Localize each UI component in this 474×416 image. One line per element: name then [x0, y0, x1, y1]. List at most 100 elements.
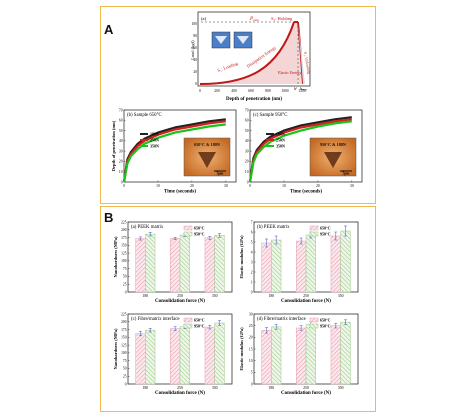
- s2-label: S₂: Holding: [271, 16, 293, 21]
- bar-ytick-label: 75: [123, 359, 127, 363]
- bar-0-180: [261, 330, 272, 385]
- load-xtick-label: 200: [214, 89, 220, 93]
- bar-0-350: [330, 325, 341, 385]
- s3-label: S₃: Unloading: [303, 51, 312, 74]
- bar-ytick-label: 7: [251, 220, 253, 224]
- creep-xtick-label: 10: [282, 184, 286, 188]
- creep-xlabel: Time (seconds): [164, 190, 196, 195]
- creep-ytick-label: 20: [119, 160, 123, 164]
- bar-category-label: 350: [338, 386, 344, 390]
- load-ytick-label: 0: [195, 82, 197, 86]
- bar-1-250: [305, 324, 316, 385]
- load-xtick-label: 1200: [298, 89, 305, 93]
- bar-0-180: [135, 333, 146, 385]
- bar-chart-interface-modulus: (d) Fibre/matrix interface 0 5 10 15 20 25 30 El…: [239, 312, 359, 396]
- bar-0-250: [170, 238, 181, 293]
- creep-xtick-label: 30: [224, 184, 228, 188]
- creep-ylabel: Depth of penetration (nm): [111, 120, 116, 171]
- bar-ytick-label: 0: [125, 382, 127, 386]
- bar-category-label: 250: [177, 294, 183, 298]
- loading-curve: [199, 21, 295, 85]
- load-ytick-label: 100: [192, 22, 198, 26]
- creep-legend-label: 250N: [150, 138, 159, 143]
- bar-0-350: [204, 326, 215, 385]
- creep-series-line-350N: [122, 123, 226, 183]
- bar-xlabel: Consolidation force (N): [281, 299, 331, 304]
- bar-0-250: [170, 328, 181, 385]
- bar-category-label: 180: [268, 386, 274, 390]
- bar-ytick-label: 10: [249, 359, 253, 363]
- bar-1-350: [340, 321, 351, 385]
- bar-xlabel: Consolidation force (N): [281, 391, 331, 396]
- figure-svg: (a) Pmax S₂: Holding S₁: Loading Dissipa…: [111, 11, 363, 396]
- creep-legend-label: 180N: [276, 132, 285, 137]
- bar-ytick-label: 100: [121, 351, 127, 355]
- bar-1-250: [305, 234, 316, 293]
- bar-ytick-label: 25: [249, 324, 253, 328]
- bar-ytick-label: 0: [125, 290, 127, 294]
- bar-legend-swatch: [183, 231, 193, 237]
- bar-0-180: [261, 242, 272, 293]
- bar-ytick-label: 20: [249, 336, 253, 340]
- bar-ytick-label: 25: [123, 283, 127, 287]
- bar-category-label: 350: [338, 294, 344, 298]
- creep-ytick-label: 10: [245, 170, 249, 174]
- bar-ytick-label: 175: [121, 328, 127, 332]
- bar-legend-label: 650°C: [194, 318, 205, 323]
- bar-1-350: [340, 230, 351, 293]
- bar-legend-label: 650°C: [194, 226, 205, 231]
- bar-ytick-label: 5: [251, 240, 253, 244]
- bar-category-label: 250: [303, 386, 309, 390]
- bar-category-label: 180: [142, 386, 148, 390]
- bar-legend-label: 650°C: [320, 318, 331, 323]
- bar-1-180: [145, 233, 156, 293]
- creep-legend-label: 180N: [150, 132, 159, 137]
- creep-title: (b) Sample 650°C: [127, 113, 162, 118]
- creep-ytick-label: 70: [119, 108, 123, 112]
- elastic-label: Elastic Energy: [278, 70, 301, 75]
- scalebar-label: 5µm: [217, 172, 224, 176]
- creep-inset-label: 950°C & 180N: [320, 142, 346, 147]
- bar-1-250: [179, 234, 190, 293]
- load-ytick-label: 20: [193, 70, 197, 74]
- load-xlabel: Depth of penetration (nm): [226, 97, 282, 102]
- bar-category-label: 180: [268, 294, 274, 298]
- bar-legend-swatch: [183, 317, 193, 323]
- bar-legend-swatch: [183, 323, 193, 329]
- creep-xtick-label: 20: [316, 184, 320, 188]
- dissipation-region: [200, 22, 303, 84]
- creep-ytick-label: 40: [119, 139, 123, 143]
- bar-ytick-label: 2: [251, 270, 253, 274]
- bar-title: (a) PEEK matrix: [131, 225, 164, 230]
- bar-chart-peek-hardness: (a) PEEK matrix 0 25 50 75 100 125 150 175 200 225…: [113, 220, 233, 304]
- bar-ytick-label: 0: [251, 382, 253, 386]
- creep-ytick-label: 30: [245, 149, 249, 153]
- bar-legend-swatch: [309, 231, 319, 237]
- hmax-label: hₘₐₓ: [300, 86, 308, 91]
- load-xtick-label: 400: [231, 89, 237, 93]
- load-xticks: 0 200 400 600 800 1000 1200: [199, 89, 306, 93]
- bar-ytick-label: 125: [121, 251, 127, 255]
- indenter-imprint-icon: [237, 36, 249, 44]
- bar-legend-swatch: [309, 317, 319, 323]
- creep-xtick-label: 30: [350, 184, 354, 188]
- bar-ytick-label: 150: [121, 336, 127, 340]
- load-ytick-label: 60: [193, 46, 197, 50]
- bar-ytick-label: 50: [123, 275, 127, 279]
- panel-b-letter: B: [104, 210, 114, 225]
- bar-ytick-label: 0: [251, 290, 253, 294]
- load-depth-chart: (a) Pmax S₂: Holding S₁: Loading Dissipa…: [190, 11, 312, 102]
- bar-legend-label: 950°C: [320, 232, 331, 237]
- load-xtick-label: 800: [265, 89, 271, 93]
- bar-ytick-label: 3: [251, 260, 253, 264]
- creep-ytick-label: 20: [245, 160, 249, 164]
- creep-ytick-label: 60: [245, 119, 249, 123]
- bar-category-label: 250: [303, 294, 309, 298]
- bar-legend-label: 950°C: [320, 324, 331, 329]
- bar-1-180: [271, 326, 282, 385]
- bar-ytick-label: 5: [251, 371, 253, 375]
- bar-ylabel: Elastic modulus (GPa): [239, 235, 244, 279]
- bar-1-180: [271, 239, 282, 293]
- creep-xtick-label: 10: [156, 184, 160, 188]
